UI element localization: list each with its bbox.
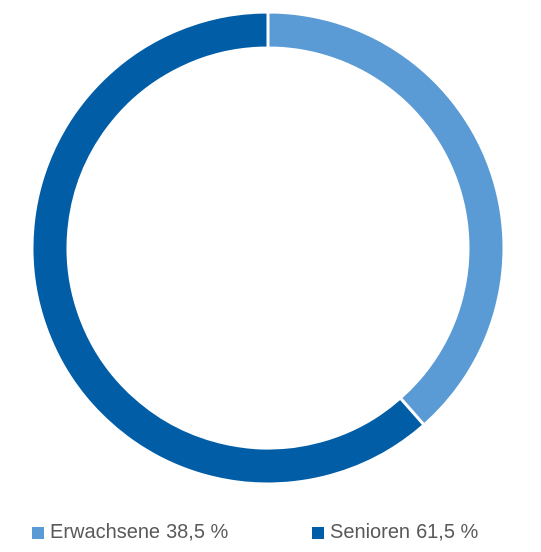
legend-value: 61,5 % [416,521,478,543]
legend-value: 38,5 % [166,521,228,543]
legend-name: Erwachsene [50,521,160,543]
donut-slice [30,10,427,486]
legend-swatch [32,527,44,539]
legend-label: Erwachsene 38,5 % [50,521,229,543]
legend-label: Senioren 61,5 % [330,521,479,543]
donut-slice [266,10,506,428]
legend-name: Senioren [330,521,410,543]
legend-swatch [312,527,324,539]
